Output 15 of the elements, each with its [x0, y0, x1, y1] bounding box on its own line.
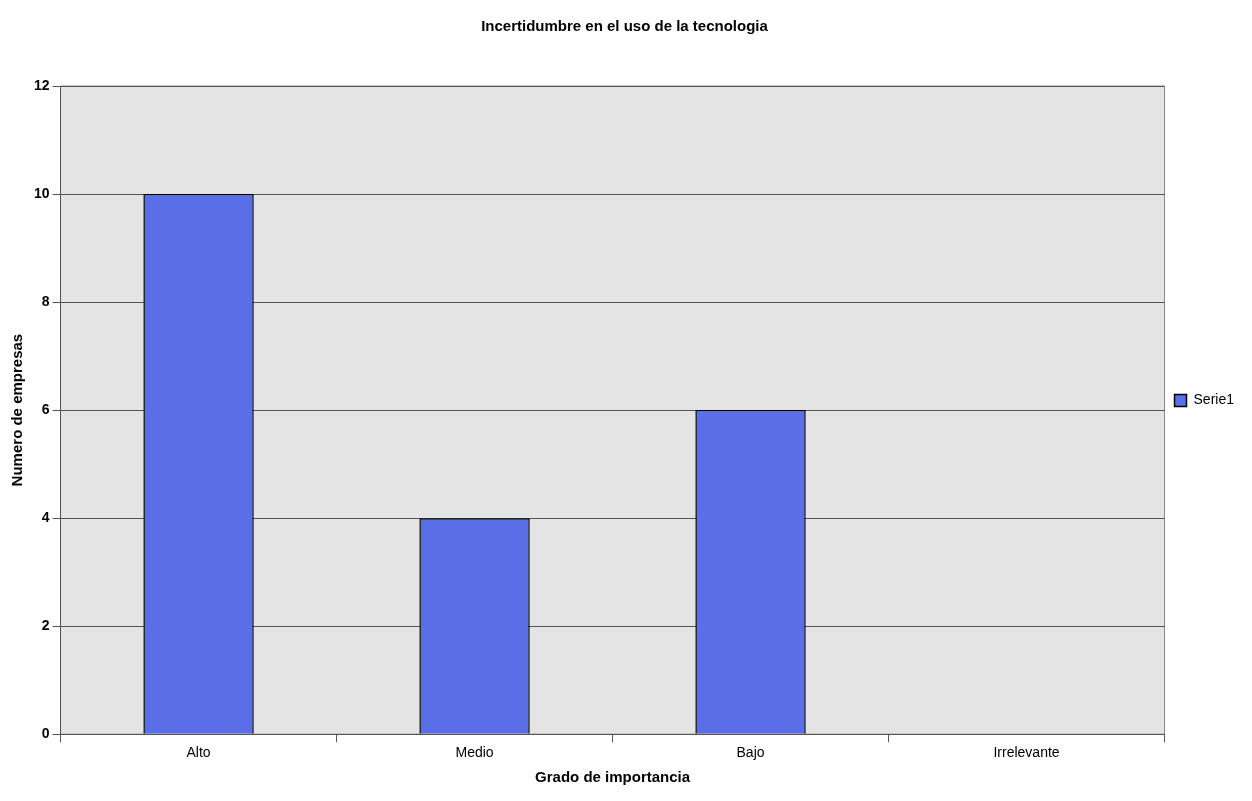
y-tick-label: 12 — [33, 76, 50, 93]
y-axis-title: Numero de empresas — [8, 333, 26, 487]
y-tick-label: 10 — [33, 184, 50, 201]
y-tick-label: 2 — [41, 617, 50, 634]
x-tick-label: Alto — [186, 744, 211, 761]
y-tick-label: 6 — [41, 400, 50, 417]
y-tick-label: 4 — [41, 508, 50, 525]
legend-label: Serie1 — [1193, 391, 1235, 408]
y-tick-label: 8 — [41, 292, 50, 309]
chart-title: Incertidumbre en el uso de la tecnologia — [481, 17, 769, 35]
x-axis-title: Grado de importancia — [535, 768, 691, 786]
x-tick-label: Irrelevante — [993, 744, 1060, 761]
x-tick-label: Medio — [455, 744, 494, 761]
y-tick-label: 0 — [41, 725, 50, 742]
x-tick-label: Bajo — [736, 744, 765, 761]
